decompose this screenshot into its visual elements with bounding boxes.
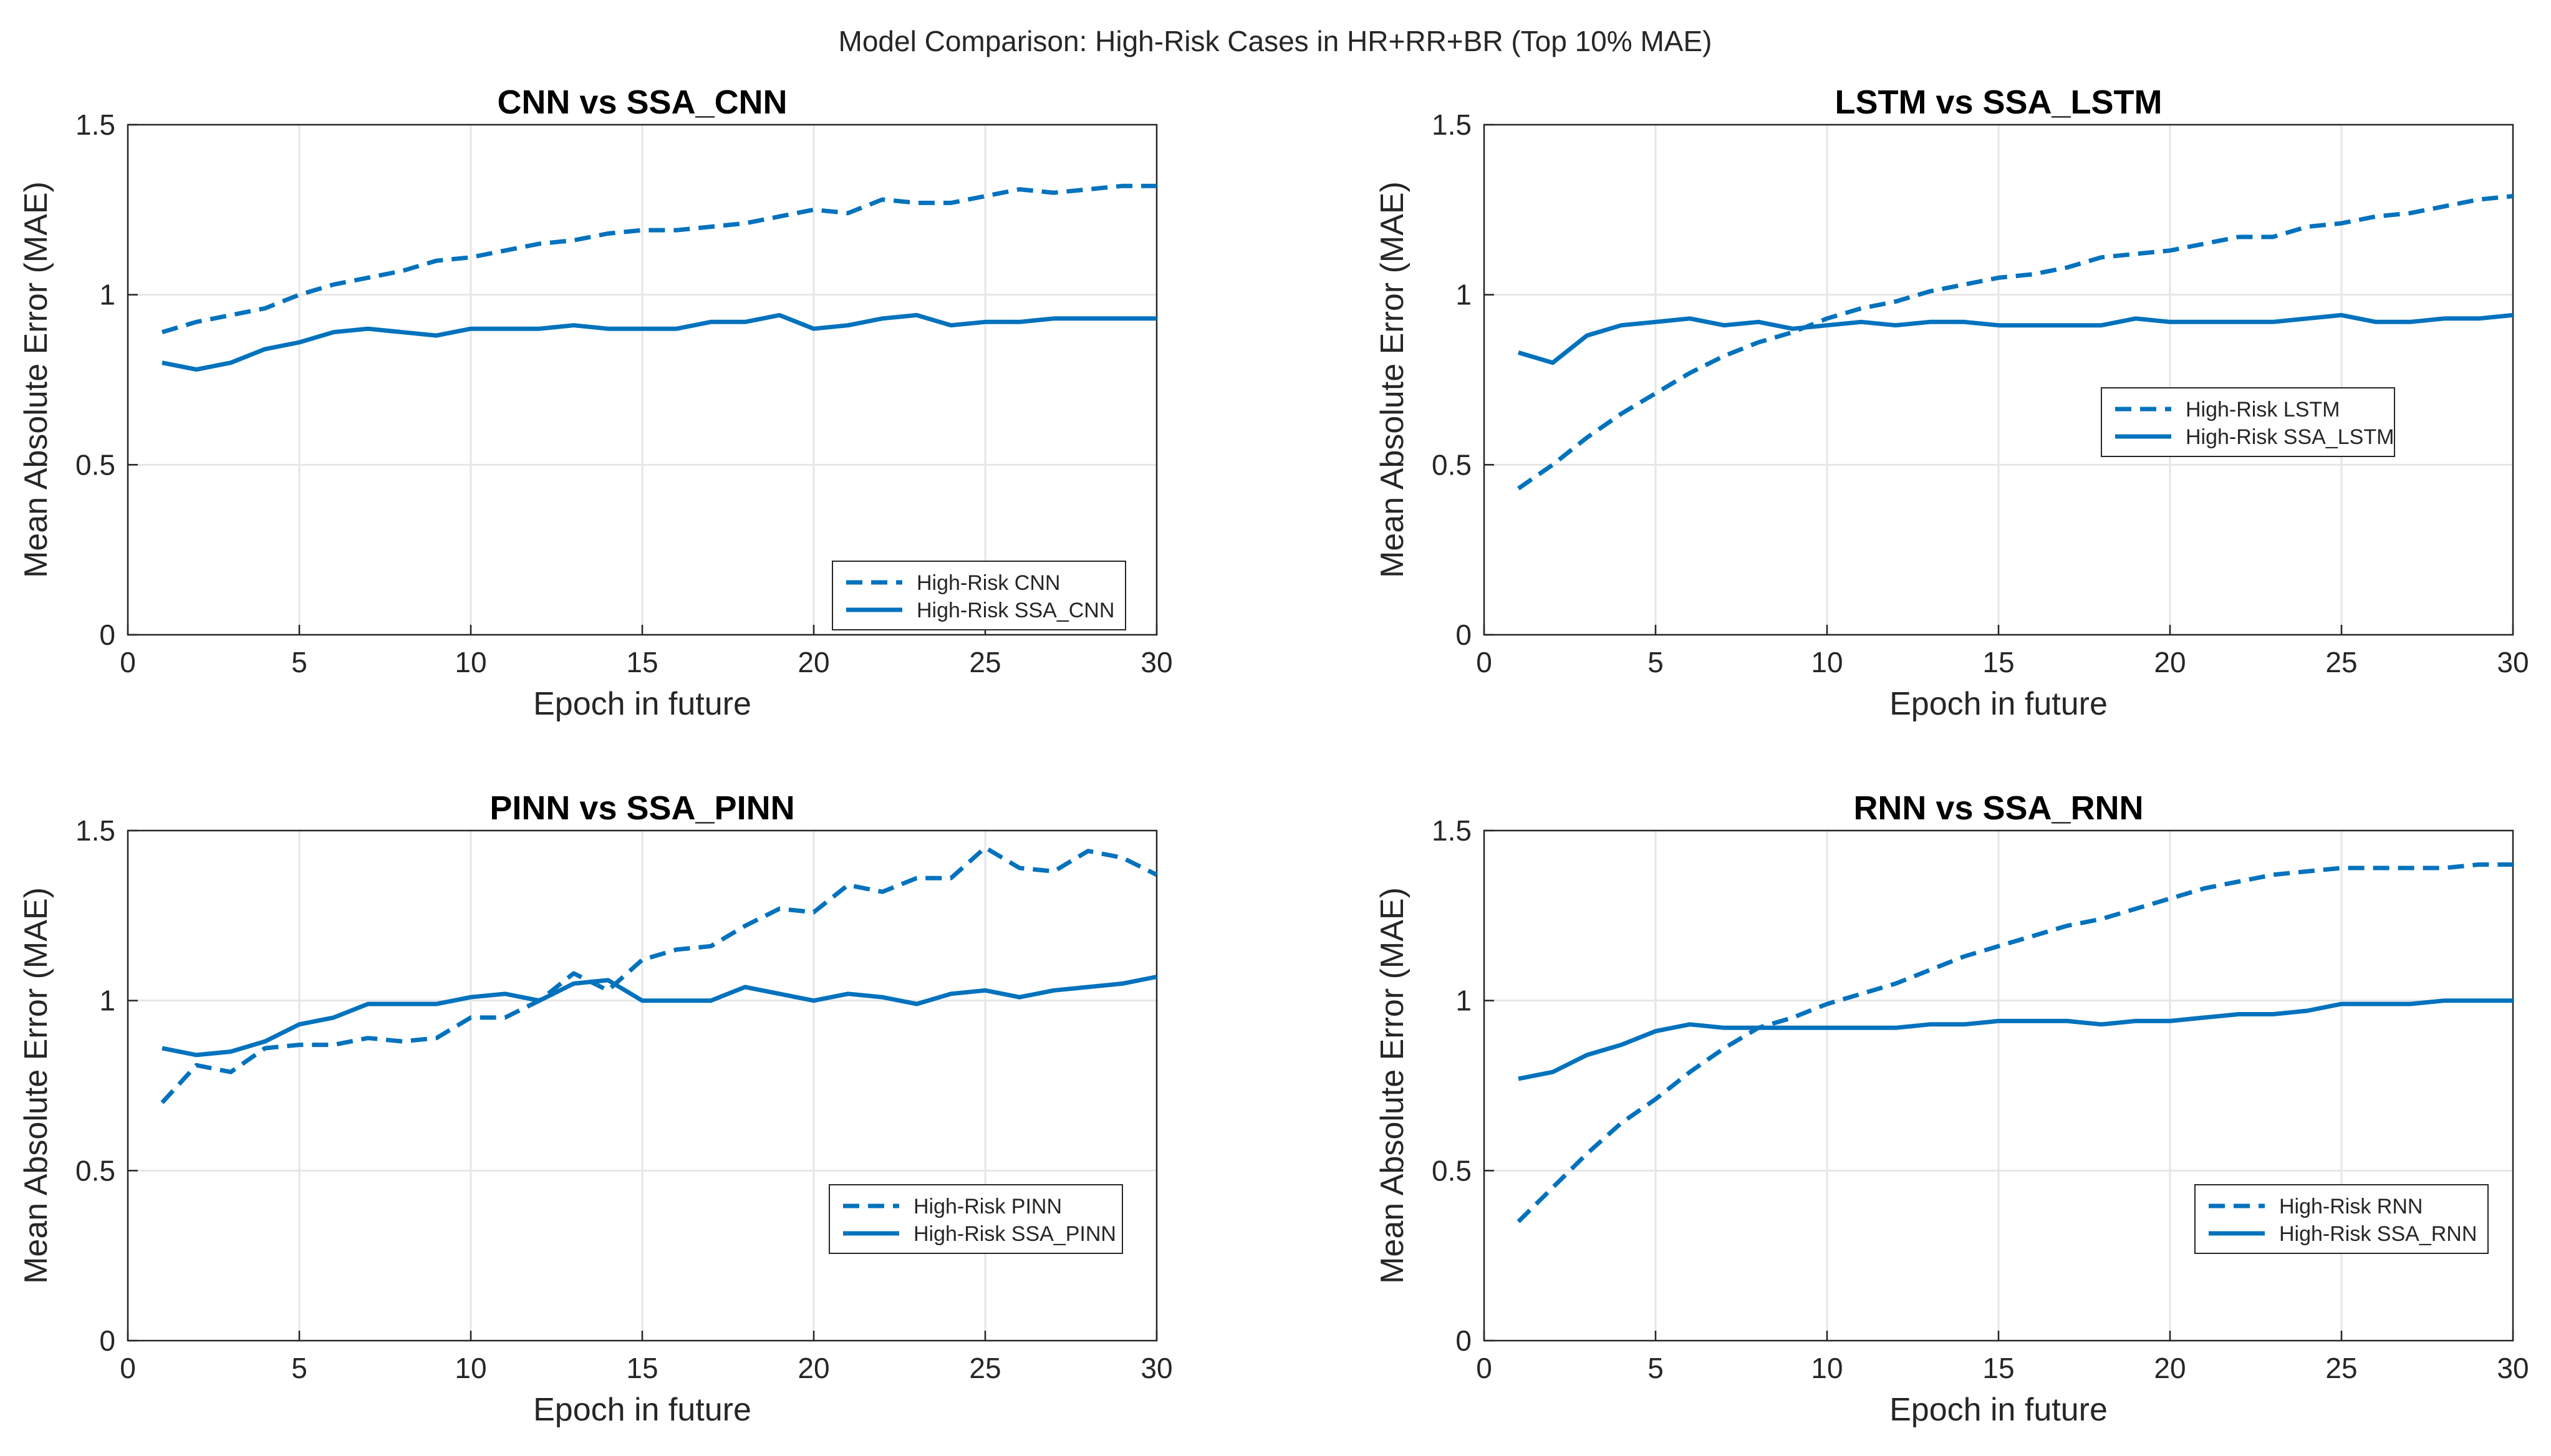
x-tick-label: 20 <box>2154 646 2186 678</box>
panel-title: PINN vs SSA_PINN <box>489 789 794 827</box>
series-line-solid <box>162 312 1157 372</box>
legend-box <box>2101 387 2395 457</box>
series-line-dashed <box>1517 862 2513 1223</box>
legend-label: High-Risk SSA_PINN <box>914 1222 1116 1246</box>
x-tick-label: 25 <box>969 1352 1001 1384</box>
x-tick-label: 25 <box>2325 1352 2357 1384</box>
legend-box <box>832 561 1126 630</box>
legend-label: High-Risk SSA_CNN <box>917 599 1114 622</box>
x-tick-label: 20 <box>798 646 829 678</box>
panel-rnn: 0 5 10 15 20 25 30 0 0.5 1 1.5 RNN vs SSA_RNN Epoch … <box>1374 789 2529 1428</box>
y-tick-label: 1.5 <box>1432 108 1472 141</box>
y-tick-label: 0.5 <box>1432 1154 1472 1187</box>
y-tick-label: 0 <box>99 619 115 651</box>
legend: High-Risk PINN High-Risk SSA_PINN <box>829 1184 1123 1254</box>
series-line-solid <box>1518 998 2513 1081</box>
panel-title: CNN vs SSA_CNN <box>497 84 787 121</box>
x-tick-label: 0 <box>1476 646 1492 678</box>
x-tick-label: 15 <box>1982 1352 2014 1384</box>
y-tick-label: 0 <box>1455 619 1472 651</box>
series-line-solid <box>162 975 1157 1058</box>
y-tick-label: 0 <box>99 1324 115 1357</box>
y-axis-label: Mean Absolute Error (MAE) <box>1374 887 1411 1284</box>
legend-box <box>2194 1184 2489 1254</box>
y-tick-label: 1 <box>99 279 115 311</box>
y-tick-label: 1.5 <box>75 814 115 847</box>
x-tick-label: 15 <box>1982 646 2014 678</box>
x-tick-label: 0 <box>1476 1352 1492 1384</box>
legend-label: High-Risk PINN <box>914 1195 1062 1218</box>
legend-label: High-Risk SSA_LSTM <box>2186 425 2394 449</box>
x-tick-label: 10 <box>455 646 486 678</box>
series-line-dashed <box>161 183 1157 335</box>
x-tick-label: 30 <box>2497 1352 2529 1384</box>
x-tick-label: 0 <box>120 646 136 678</box>
y-tick-label: 0.5 <box>1432 448 1472 481</box>
x-tick-label: 10 <box>1811 1352 1843 1384</box>
x-tick-label: 30 <box>1140 646 1172 678</box>
legend-box <box>829 1184 1123 1254</box>
figure-title: Model Comparison: High-Risk Cases in HR+… <box>839 25 1712 57</box>
x-tick-label: 10 <box>455 1352 486 1384</box>
y-tick-label: 0.5 <box>75 448 115 481</box>
x-tick-label: 25 <box>2325 646 2357 678</box>
x-tick-label: 20 <box>2154 1352 2186 1384</box>
y-tick-label: 0 <box>1455 1324 1472 1357</box>
x-tick-label: 5 <box>291 646 307 678</box>
y-tick-label: 0.5 <box>75 1154 115 1187</box>
legend: High-Risk CNN High-Risk SSA_CNN <box>832 561 1126 630</box>
x-tick-label: 10 <box>1811 646 1843 678</box>
y-tick-label: 1.5 <box>75 108 115 141</box>
panel-pinn: 0 5 10 15 20 25 30 0 0.5 1 1.5 PINN vs SSA_PINN Epoc… <box>18 789 1173 1428</box>
x-axis-label: Epoch in future <box>1889 1392 2108 1428</box>
x-tick-label: 15 <box>626 646 658 678</box>
series-line-dashed <box>1517 194 2514 491</box>
y-tick-label: 1 <box>99 985 115 1017</box>
panel-cnn: 0 5 10 15 20 25 30 0 0.5 1 1.5 CNN vs SSA_CNN Epoch … <box>18 84 1173 722</box>
y-tick-label: 1.5 <box>1432 814 1472 847</box>
y-tick-label: 1 <box>1455 279 1472 311</box>
series-line-solid <box>1518 312 2514 365</box>
x-tick-label: 0 <box>120 1352 136 1384</box>
x-tick-label: 5 <box>1647 1352 1664 1384</box>
y-axis-label: Mean Absolute Error (MAE) <box>18 887 54 1284</box>
panel-title: RNN vs SSA_RNN <box>1853 789 2143 827</box>
y-axis-label: Mean Absolute Error (MAE) <box>18 181 54 578</box>
series-line-dashed <box>160 845 1158 1104</box>
x-axis-label: Epoch in future <box>533 686 751 722</box>
x-tick-label: 20 <box>798 1352 829 1384</box>
panel-title: LSTM vs SSA_LSTM <box>1835 84 2162 121</box>
x-tick-label: 5 <box>1647 646 1664 678</box>
y-axis-label: Mean Absolute Error (MAE) <box>1374 181 1411 578</box>
legend: High-Risk RNN High-Risk SSA_RNN <box>2194 1184 2489 1254</box>
x-tick-label: 25 <box>969 646 1001 678</box>
x-axis-label: Epoch in future <box>533 1392 751 1428</box>
legend-label: High-Risk RNN <box>2279 1195 2423 1218</box>
legend-label: High-Risk LSTM <box>2186 398 2340 422</box>
x-axis-label: Epoch in future <box>1889 686 2108 722</box>
x-tick-label: 5 <box>291 1352 307 1384</box>
legend: High-Risk LSTM High-Risk SSA_LSTM <box>2101 387 2395 457</box>
legend-label: High-Risk SSA_RNN <box>2279 1222 2477 1246</box>
y-tick-label: 1 <box>1455 985 1472 1017</box>
legend-label: High-Risk CNN <box>917 571 1060 595</box>
panel-lstm: 0 5 10 15 20 25 30 0 0.5 1 1.5 LSTM vs SSA_LSTM Epoc… <box>1374 84 2529 722</box>
x-tick-label: 30 <box>2497 646 2529 678</box>
x-tick-label: 15 <box>626 1352 658 1384</box>
x-tick-label: 30 <box>1140 1352 1172 1384</box>
